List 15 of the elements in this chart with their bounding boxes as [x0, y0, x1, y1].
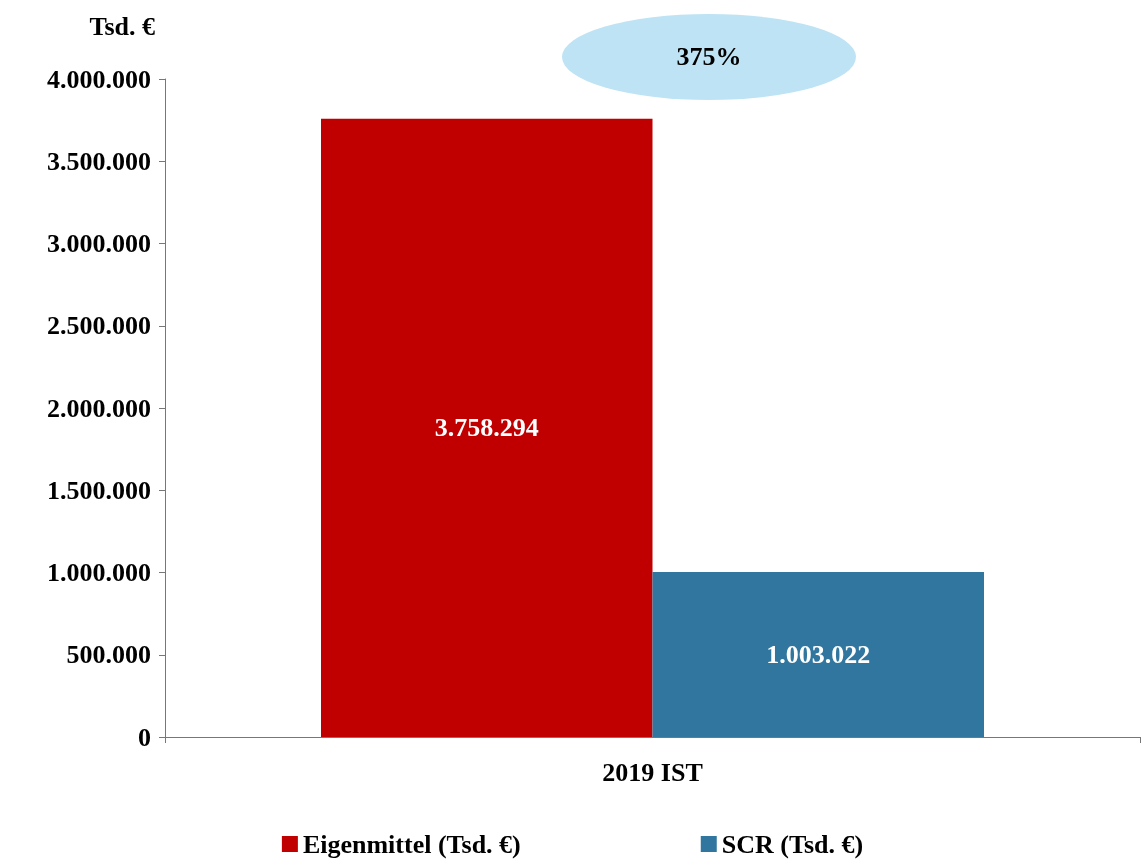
y-tick-label: 1.500.000	[47, 475, 151, 505]
legend-label: SCR (Tsd. €)	[721, 829, 864, 859]
y-tick-label: 0	[138, 722, 151, 752]
y-tick-label: 2.500.000	[47, 311, 151, 341]
y-tick-label: 1.000.000	[47, 558, 151, 587]
y-axis-title: Tsd. €	[89, 11, 155, 41]
x-tick-label: 2019 IST	[602, 757, 703, 787]
y-tick-label: 3.500.000	[47, 146, 151, 176]
legend-label: Eigenmittel (Tsd. €)	[302, 829, 521, 859]
data-label: 1.003.022	[766, 640, 871, 669]
data-label: 3.758.294	[434, 413, 539, 443]
y-tick-label: 2.000.000	[47, 393, 151, 423]
y-tick-label: 4.000.000	[47, 64, 151, 94]
y-tick-label: 500.000	[66, 640, 151, 670]
y-tick-label: 3.000.000	[47, 229, 151, 258]
